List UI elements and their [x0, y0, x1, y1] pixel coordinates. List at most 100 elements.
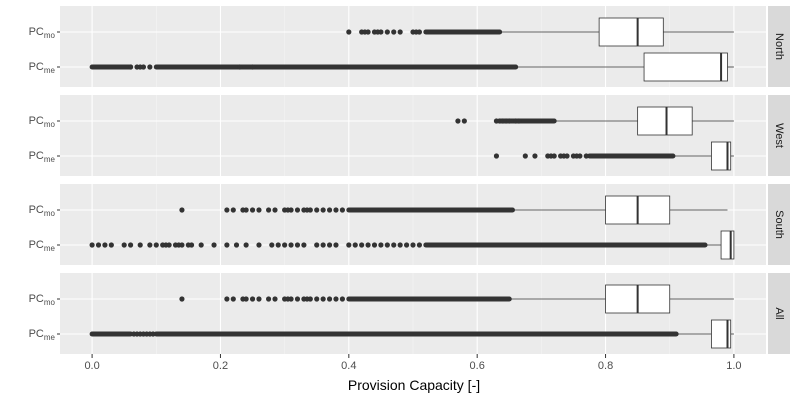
- outlier-point: [346, 242, 352, 248]
- outlier-point: [243, 296, 249, 302]
- outlier-point: [384, 242, 390, 248]
- outlier-point: [272, 296, 278, 302]
- strip-label: North: [773, 33, 785, 60]
- box-pc-mo: PCmo: [29, 106, 734, 136]
- outlier-point: [326, 296, 333, 302]
- outlier-point: [339, 296, 345, 302]
- panel-north: North PCmo PCme: [29, 6, 790, 87]
- outlier-point: [301, 242, 307, 248]
- strip-background: [768, 95, 790, 176]
- outlier-point: [506, 118, 512, 124]
- outlier-point: [269, 242, 275, 248]
- outlier-point: [256, 296, 262, 302]
- outlier-point: [188, 242, 195, 248]
- outlier-point: [320, 207, 326, 213]
- box-pc-mo: PCmo: [29, 195, 728, 225]
- outlier-point: [265, 296, 272, 302]
- outlier-point: [102, 242, 108, 248]
- x-tick-label: 0.4: [341, 360, 356, 372]
- outlier-point: [403, 242, 410, 248]
- box-pc-me: PCme: [29, 52, 734, 82]
- outlier-point: [333, 207, 339, 213]
- outlier-point: [288, 207, 294, 213]
- outlier-point: [230, 296, 236, 302]
- outlier-point: [564, 153, 570, 159]
- outlier-point: [179, 296, 185, 302]
- outlier-point: [265, 207, 272, 213]
- box-iqr: [720, 230, 735, 260]
- category-label: PCme: [29, 150, 56, 164]
- outlier-point: [108, 242, 114, 248]
- outlier-point: [275, 242, 281, 248]
- panel-south: South PCmo PCme: [29, 184, 790, 265]
- outlier-point: [294, 242, 301, 248]
- outlier-point: [359, 242, 365, 248]
- outlier-point: [352, 242, 358, 248]
- outlier-point: [233, 242, 240, 248]
- outlier-point: [371, 242, 378, 248]
- panel-all: All PCmo PCme: [29, 273, 790, 354]
- outlier-point: [137, 242, 143, 248]
- strip-background: [768, 184, 790, 265]
- outlier-point: [288, 242, 294, 248]
- strip-background: [768, 6, 790, 87]
- strip-background: [768, 273, 790, 354]
- outlier-point: [211, 242, 217, 248]
- outlier-point: [243, 242, 249, 248]
- outlier-point: [378, 29, 384, 35]
- outlier-point: [95, 242, 102, 248]
- outlier-point: [416, 242, 423, 248]
- x-tick-label: 0.0: [84, 360, 99, 372]
- outlier-point: [384, 29, 390, 35]
- outlier-point: [256, 242, 262, 248]
- outlier-point: [249, 64, 256, 70]
- outlier-point: [166, 242, 172, 248]
- x-axis-title: Provision Capacity [-]: [348, 377, 480, 393]
- outlier-point: [314, 242, 320, 248]
- outlier-point: [339, 207, 345, 213]
- outlier-point: [320, 296, 326, 302]
- panel-west: West PCmo PCme: [29, 95, 790, 176]
- outlier-point: [391, 242, 397, 248]
- outlier-point: [365, 242, 371, 248]
- outlier-point: [365, 29, 371, 35]
- outlier-point: [179, 207, 185, 213]
- outlier-point: [326, 207, 333, 213]
- outlier-point: [147, 64, 153, 70]
- outlier-point: [272, 207, 278, 213]
- outlier-point: [128, 242, 134, 248]
- category-label: PCmo: [29, 293, 56, 307]
- outlier-point: [378, 242, 384, 248]
- outlier-point: [237, 64, 243, 70]
- outlier-point: [461, 118, 467, 124]
- outlier-point: [224, 242, 230, 248]
- outlier-point: [522, 153, 528, 159]
- outlier-point: [455, 118, 461, 124]
- box-pc-me: PCme: [29, 319, 734, 349]
- outlier-point: [294, 296, 301, 302]
- outlier-point: [150, 331, 156, 337]
- strip-label: South: [773, 210, 785, 239]
- outlier-point: [532, 153, 538, 159]
- category-label: PCme: [29, 61, 56, 75]
- outlier-point: [179, 242, 185, 248]
- x-tick-label: 0.8: [598, 360, 613, 372]
- outlier-point: [333, 242, 339, 248]
- x-tick-label: 0.2: [213, 360, 228, 372]
- box-iqr: [711, 141, 732, 171]
- outlier-point: [198, 242, 204, 248]
- category-label: PCme: [29, 239, 56, 253]
- outlier-point: [346, 29, 352, 35]
- outlier-point: [249, 296, 256, 302]
- box-pc-me: PCme: [29, 230, 735, 260]
- panels-layer: NorthPCmoPCmeWestPCmoPCmeSouthPCmoPCmeAl…: [29, 6, 790, 354]
- outlier-point: [89, 242, 95, 248]
- outlier-point: [294, 207, 301, 213]
- box-pc-mo: PCmo: [29, 284, 734, 314]
- outlier-point: [551, 153, 557, 159]
- outlier-point: [516, 118, 522, 124]
- box-pc-mo: PCmo: [29, 17, 734, 47]
- outlier-point: [493, 153, 500, 159]
- category-label: PCme: [29, 328, 56, 342]
- outlier-point: [224, 296, 230, 302]
